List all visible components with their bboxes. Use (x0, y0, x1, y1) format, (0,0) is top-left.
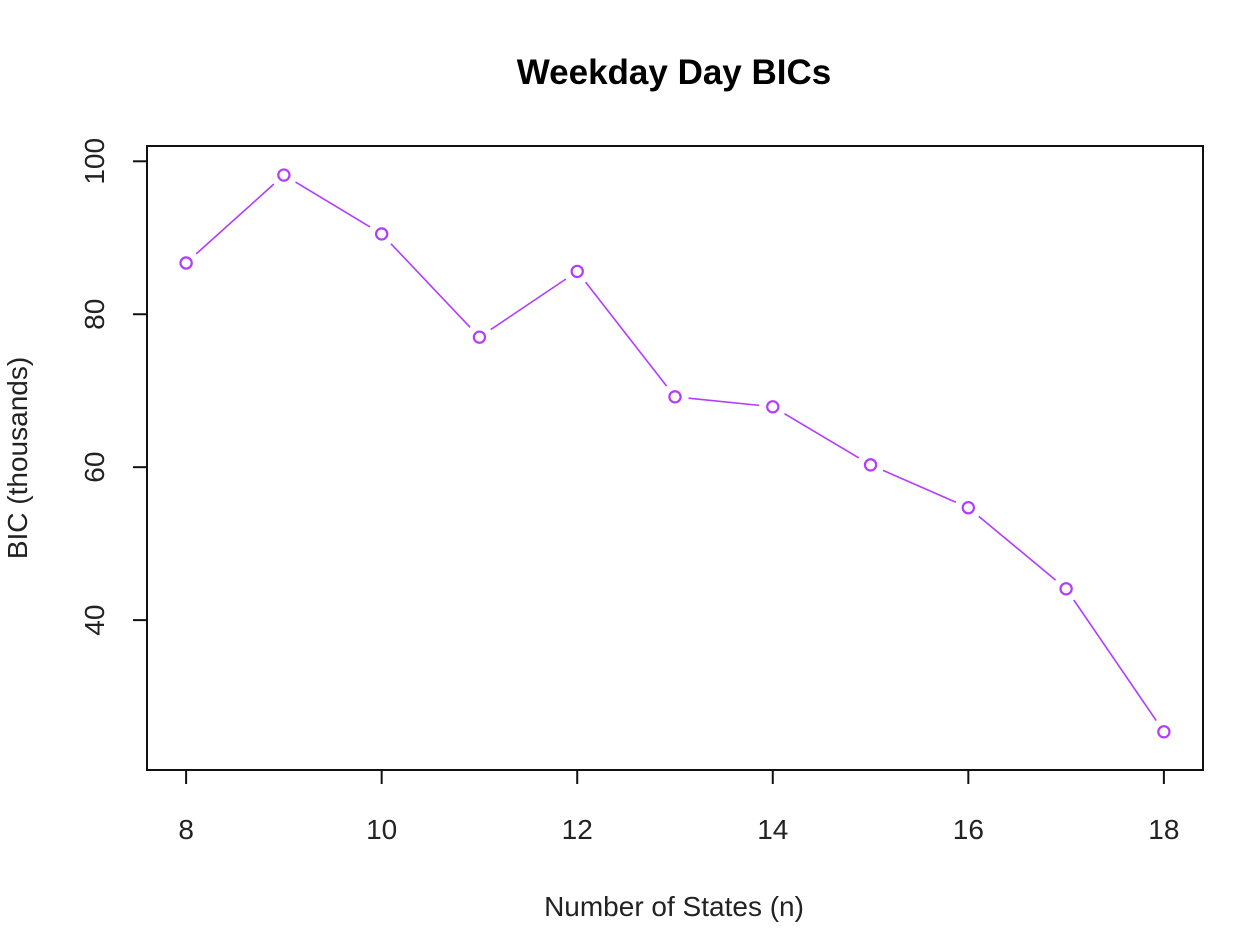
series-line-segment (295, 181, 371, 228)
x-tick-label: 10 (366, 814, 397, 845)
plot-area-frame (146, 145, 1204, 771)
y-tick-label: 60 (79, 452, 110, 483)
series-line-segment (490, 278, 567, 331)
series-line-segment (784, 413, 860, 459)
data-point (570, 264, 584, 279)
x-tick-label: 14 (757, 814, 788, 845)
data-point (179, 256, 193, 270)
series-line-segment (584, 281, 668, 387)
y-tick-label: 40 (79, 605, 110, 636)
x-tick-label: 18 (1148, 814, 1179, 845)
x-tick-label: 12 (562, 814, 593, 845)
data-point (766, 400, 780, 414)
series-layer (179, 168, 1171, 739)
series-line-segment (978, 515, 1057, 581)
series-line-segment (1073, 599, 1157, 721)
x-tick-label: 8 (178, 814, 194, 845)
y-tick-label: 80 (79, 299, 110, 330)
series-line-segment (390, 243, 471, 328)
data-point (277, 168, 291, 182)
x-axis: 8 10 12 14 16 18 (178, 770, 1179, 845)
data-point (1157, 725, 1171, 739)
chart-title: Weekday Day BICs (517, 53, 832, 92)
data-point (961, 501, 976, 515)
series-line-segment (882, 469, 957, 503)
y-tick-label: 100 (79, 138, 110, 185)
x-tick-label: 16 (953, 814, 984, 845)
data-point (472, 330, 487, 344)
series-line-segment (688, 397, 760, 407)
data-point (1059, 582, 1073, 596)
data-point (668, 390, 682, 404)
series-line-segment (195, 183, 275, 255)
data-point (374, 227, 389, 241)
y-axis-label: BIC (thousands) (2, 357, 33, 559)
y-axis: 40 60 80 100 (79, 138, 147, 636)
data-point (863, 458, 878, 472)
x-axis-label: Number of States (n) (544, 891, 804, 922)
